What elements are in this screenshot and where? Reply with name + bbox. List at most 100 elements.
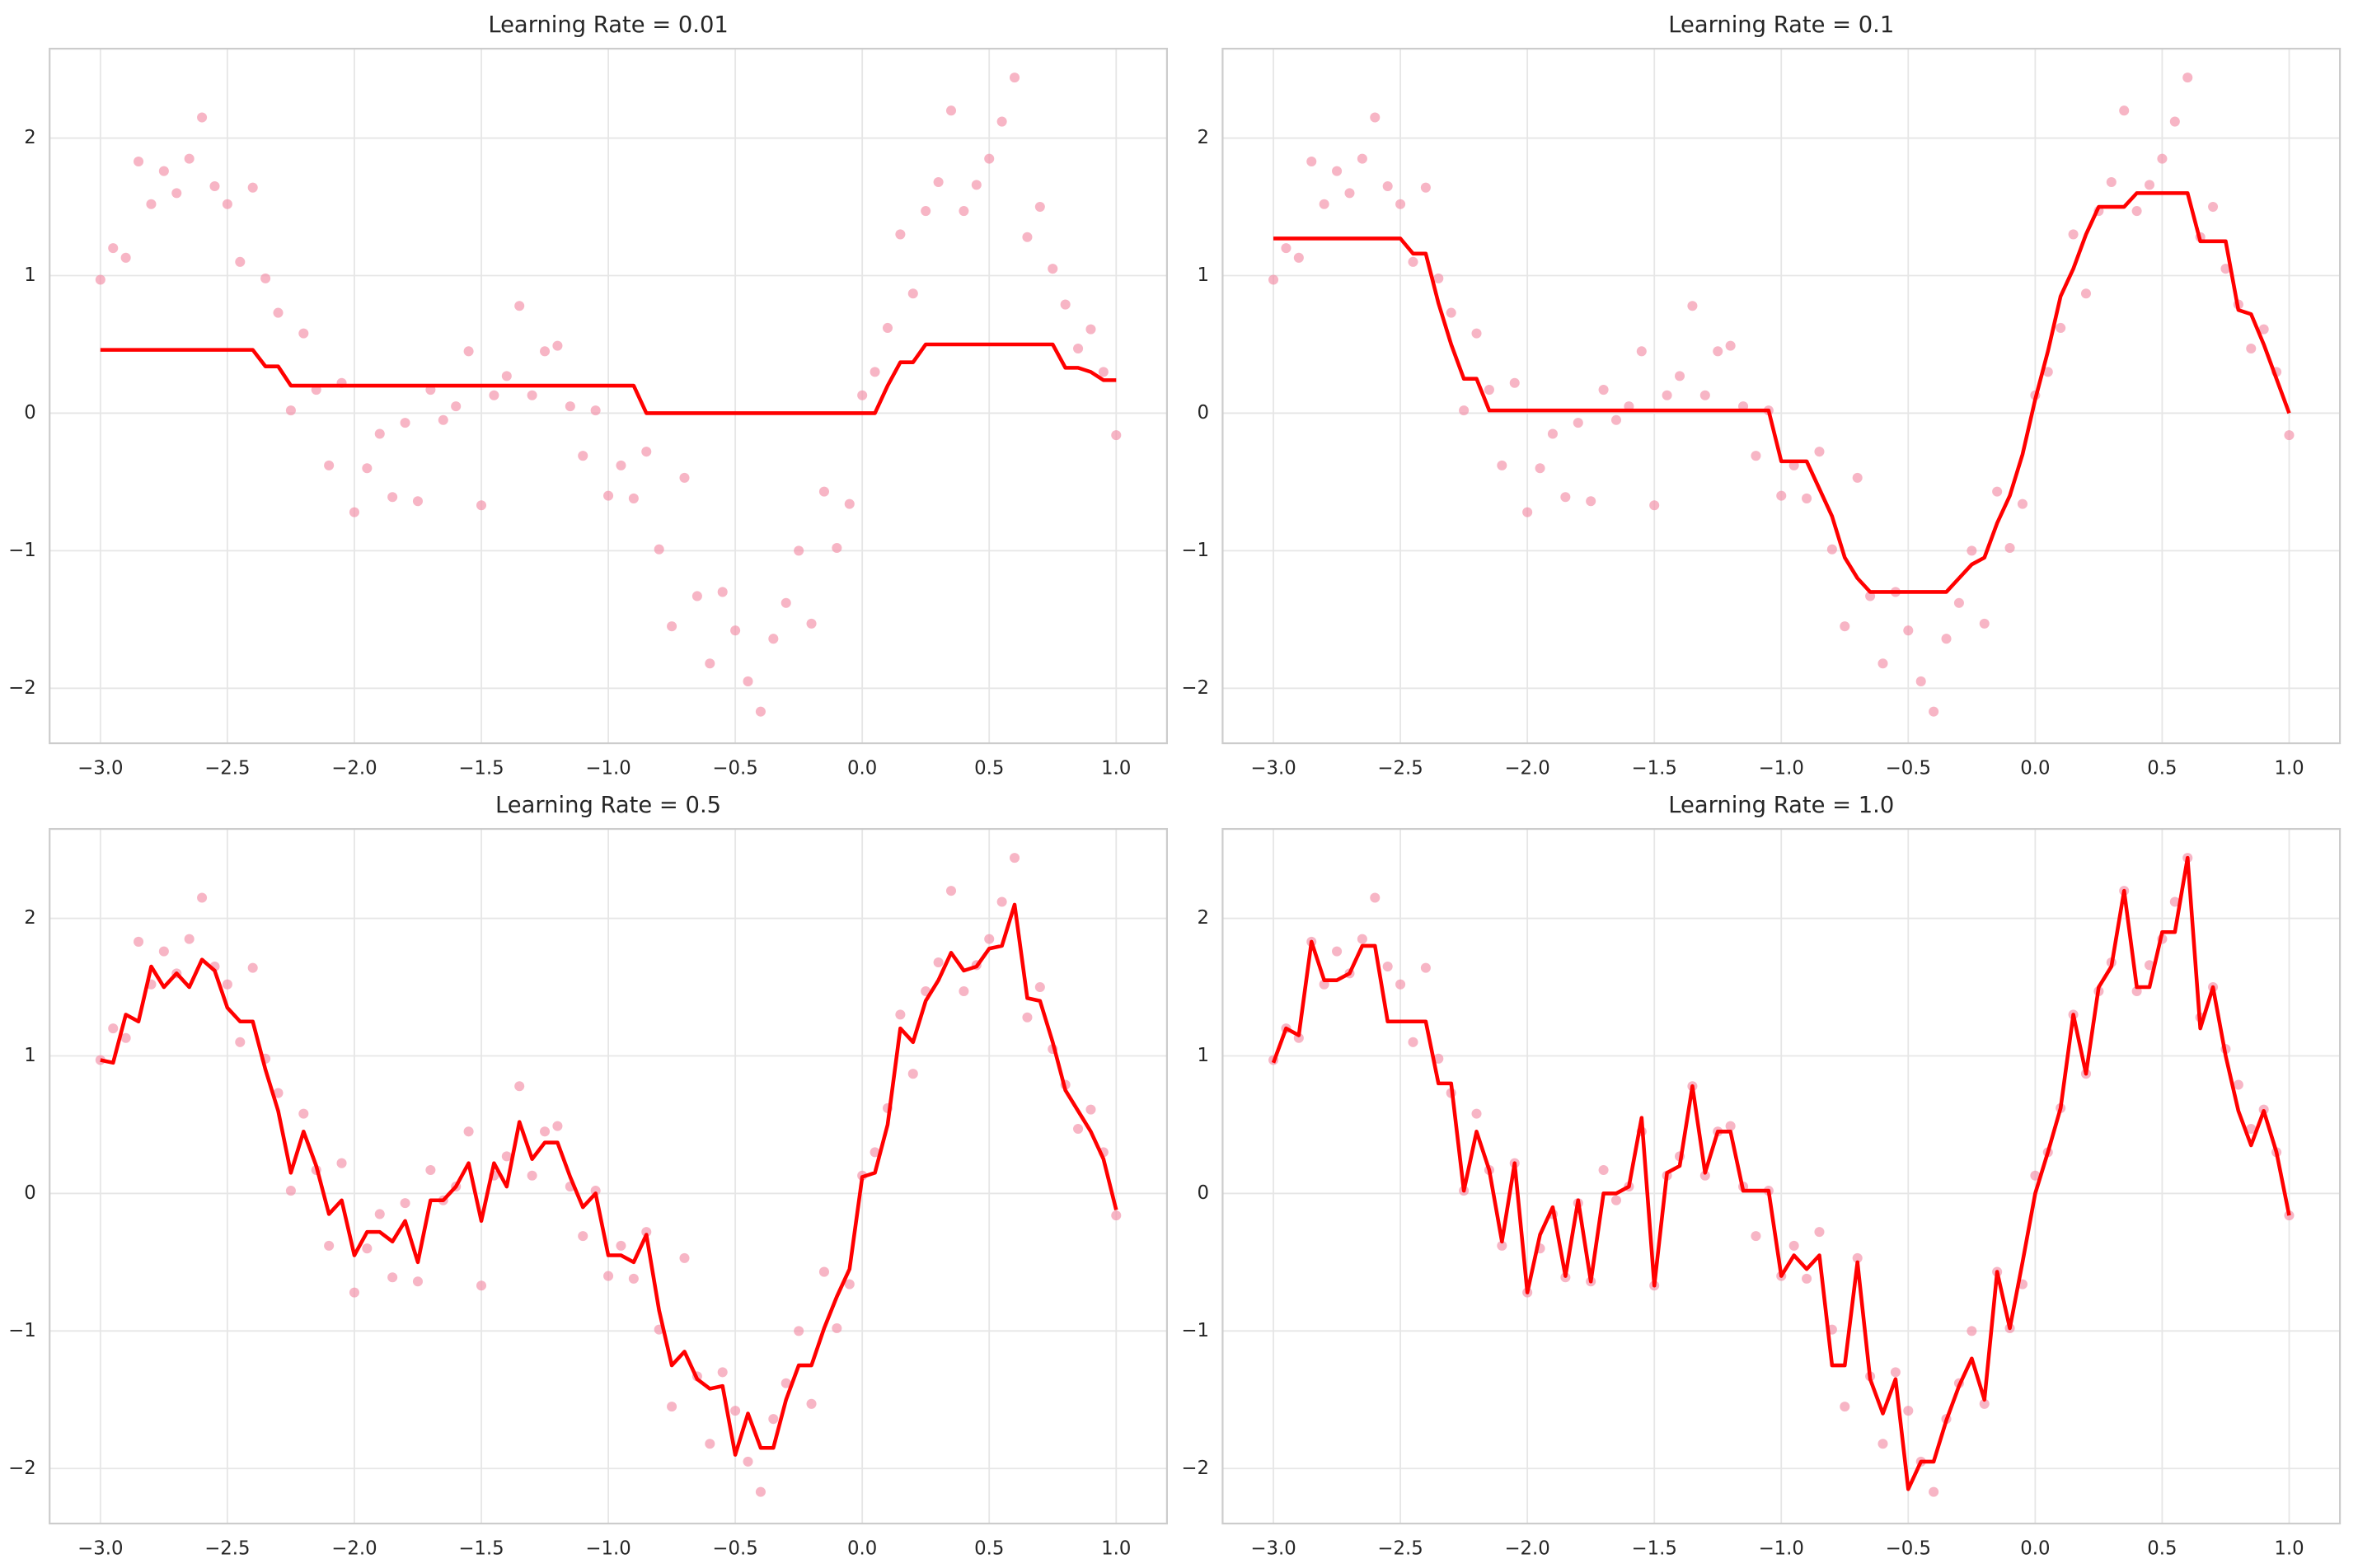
scatter-point (260, 273, 271, 283)
scatter-point (2042, 367, 2053, 377)
scatter-point (1776, 490, 1787, 501)
y-tick-label: 2 (24, 907, 36, 929)
axes-frame (49, 47, 1168, 745)
scatter-point (1073, 1123, 1084, 1134)
scatter-point (412, 496, 423, 507)
scatter-point (743, 1456, 753, 1467)
x-tick-label: 1.0 (2274, 1538, 2304, 1560)
scatter-point (412, 1276, 423, 1287)
scatter-point (95, 274, 105, 285)
scatter-point (1826, 544, 1837, 555)
scatter-point (1370, 892, 1381, 903)
scatter-point (1433, 1053, 1444, 1064)
scatter-point (654, 544, 664, 555)
scatter-point (945, 886, 957, 896)
scatter-point (400, 418, 410, 428)
scatter-point (1751, 1231, 1761, 1242)
scatter-point (1802, 493, 1812, 503)
scatter-point (1022, 232, 1033, 242)
scatter-point (1497, 1240, 1507, 1251)
scatter-point (1010, 853, 1020, 864)
y-tick-label: 1 (1197, 264, 1209, 286)
axes-frame (49, 827, 1168, 1525)
scatter-point (933, 957, 944, 968)
scatter-point (959, 206, 969, 217)
scatter-point (387, 492, 398, 503)
scatter-point (374, 1209, 385, 1219)
scatter-point (705, 658, 715, 669)
scatter-point (1929, 706, 1939, 717)
scatter-point (1332, 166, 1343, 176)
scatter-point (362, 463, 373, 474)
scatter-point (1048, 264, 1058, 274)
scatter-point (1344, 188, 1355, 199)
scatter-point (794, 1326, 804, 1336)
x-tick-label: −1.0 (585, 1538, 631, 1560)
scatter-point (565, 401, 575, 412)
scatter-point (1890, 1367, 1901, 1378)
x-tick-label: 0.0 (2020, 1538, 2050, 1560)
scatter-point (552, 1121, 563, 1131)
scatter-point (743, 676, 753, 686)
scatter-point (806, 1398, 817, 1409)
scatter-point (705, 1439, 715, 1449)
scatter-point (2131, 206, 2142, 217)
scatter-point (603, 1271, 614, 1281)
subplot-title: Learning Rate = 1.0 (1668, 793, 1894, 818)
x-tick-label: −2.0 (331, 1538, 377, 1560)
scatter-point (679, 472, 690, 483)
scatter-point (463, 1126, 474, 1137)
scatter-point (1560, 492, 1571, 503)
scatter-point (222, 199, 232, 209)
scatter-point (2017, 498, 2028, 509)
fit-line (100, 902, 1118, 1457)
scatter-point (1877, 1439, 1888, 1449)
scatter-point (1034, 982, 1045, 993)
y-tick-label: 2 (1197, 127, 1209, 148)
scatter-point (1034, 202, 1045, 213)
scatter-point (1953, 597, 1964, 608)
x-tick-label: −3.0 (1250, 758, 1296, 779)
scatter-point (2056, 322, 2066, 333)
scatter-point (2284, 1210, 2295, 1221)
scatter-point (616, 460, 626, 470)
x-tick-label: −2.5 (204, 758, 250, 779)
scatter-point (1281, 243, 1292, 254)
scatter-point (374, 428, 385, 439)
scatter-point (781, 1378, 791, 1388)
scatter-point (1852, 1252, 1863, 1263)
scatter-point (1535, 463, 1545, 474)
scatter-point (1382, 961, 1393, 972)
scatter-point (844, 498, 855, 509)
scatter-point (1497, 460, 1507, 470)
y-tick-label: 0 (24, 1182, 36, 1204)
scatter-point (1788, 1240, 1799, 1251)
scatter-point (1725, 1121, 1736, 1131)
scatter-point (1687, 301, 1698, 311)
scatter-point (476, 1280, 487, 1291)
scatter-point (870, 367, 880, 377)
scatter-point (1610, 1195, 1622, 1205)
scatter-point (984, 934, 995, 944)
scatter-point (158, 946, 169, 957)
scatter-point (134, 156, 144, 166)
scatter-point (1471, 1108, 1482, 1119)
scatter-point (501, 1151, 512, 1162)
scatter-point (120, 1032, 131, 1043)
scatter-point (1484, 385, 1494, 396)
scatter-point (1802, 1273, 1812, 1284)
scatter-point (2169, 116, 2180, 127)
y-tick-label: 2 (24, 127, 36, 148)
scatter-point (1573, 418, 1583, 428)
scatter-point (1471, 328, 1482, 339)
x-tick-label: 1.0 (1101, 758, 1131, 779)
scatter-point (1547, 428, 1558, 439)
scatter-point (1446, 307, 1456, 318)
scatter-point (171, 188, 182, 199)
y-tick-label: −1 (1181, 1320, 1209, 1341)
scatter-point (628, 493, 639, 503)
scatter-point (1073, 343, 1084, 354)
scatter-point (1395, 199, 1406, 209)
scatter-point (1111, 430, 1122, 441)
